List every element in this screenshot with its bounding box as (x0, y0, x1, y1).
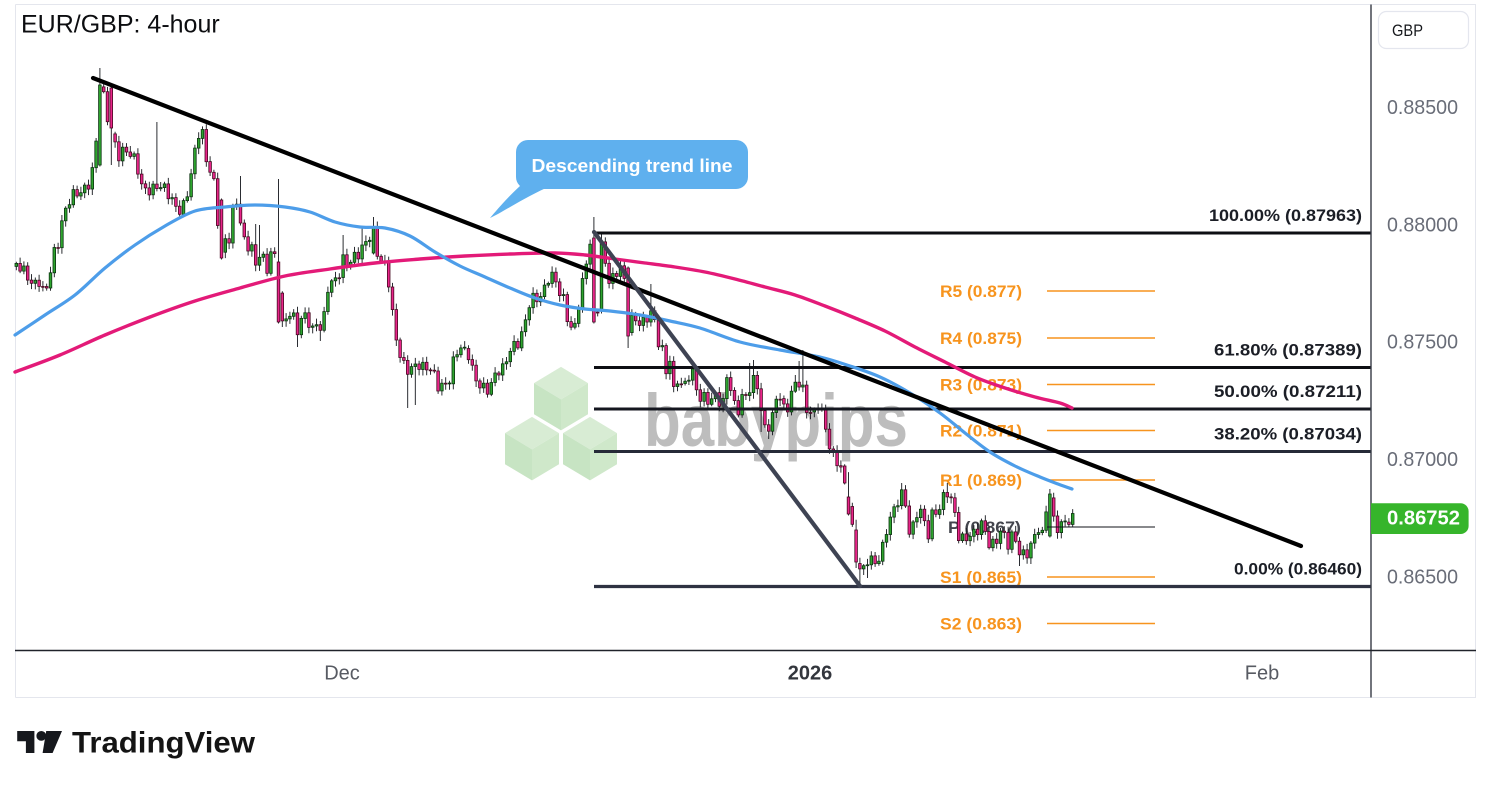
svg-text:R5 (0.877): R5 (0.877) (940, 282, 1022, 301)
svg-text:0.88500: 0.88500 (1387, 97, 1458, 119)
svg-text:Feb: Feb (1245, 663, 1279, 685)
svg-text:0.86500: 0.86500 (1387, 567, 1458, 589)
svg-text:Descending trend line: Descending trend line (532, 156, 733, 176)
svg-text:2026: 2026 (788, 663, 833, 685)
svg-text:R2 (0.871): R2 (0.871) (940, 422, 1022, 441)
svg-text:R3 (0.873): R3 (0.873) (940, 376, 1022, 395)
svg-text:100.00% (0.87963): 100.00% (0.87963) (1209, 206, 1362, 225)
svg-text:TradingView: TradingView (72, 727, 256, 760)
svg-text:0.87500: 0.87500 (1387, 332, 1458, 354)
svg-text:38.20% (0.87034): 38.20% (0.87034) (1214, 425, 1362, 444)
svg-text:0.87000: 0.87000 (1387, 449, 1458, 471)
svg-text:R1 (0.869): R1 (0.869) (940, 471, 1022, 490)
svg-text:61.80% (0.87389): 61.80% (0.87389) (1214, 341, 1362, 360)
svg-text:0.86752: 0.86752 (1387, 508, 1460, 530)
svg-text:R4 (0.875): R4 (0.875) (940, 329, 1022, 348)
svg-text:0.88000: 0.88000 (1387, 214, 1458, 236)
svg-text:S1 (0.865): S1 (0.865) (940, 568, 1022, 587)
svg-text:babypips: babypips (644, 379, 908, 462)
svg-text:Dec: Dec (324, 663, 360, 685)
svg-text:GBP: GBP (1392, 21, 1423, 40)
svg-text:EUR/GBP: 4-hour: EUR/GBP: 4-hour (21, 11, 220, 39)
svg-text:50.00% (0.87211): 50.00% (0.87211) (1214, 382, 1362, 401)
svg-text:S2 (0.863): S2 (0.863) (940, 615, 1022, 634)
svg-text:0.00% (0.86460): 0.00% (0.86460) (1234, 560, 1362, 579)
